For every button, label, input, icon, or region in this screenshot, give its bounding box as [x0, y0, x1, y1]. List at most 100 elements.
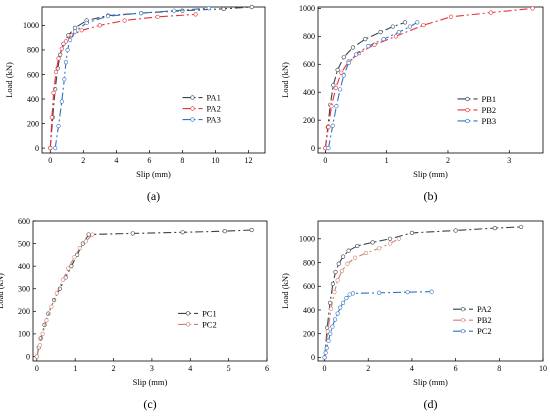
- data-point: [334, 104, 339, 109]
- data-point: [344, 296, 349, 301]
- data-point: [130, 231, 135, 236]
- series-pc1: [34, 227, 254, 359]
- data-point: [80, 241, 85, 246]
- x-tick-label: 12: [244, 156, 252, 165]
- data-point: [34, 354, 39, 359]
- series-pc2: [322, 289, 434, 360]
- legend-marker: [185, 322, 191, 327]
- data-point: [65, 47, 70, 53]
- data-point: [324, 345, 329, 351]
- data-point: [530, 6, 535, 11]
- data-point: [341, 73, 346, 78]
- x-tick-label: 5: [227, 364, 231, 373]
- legend-label: PB2: [482, 105, 497, 115]
- x-tick-label: 1: [73, 364, 77, 373]
- data-point: [378, 30, 383, 35]
- y-axis-title: Load (kN): [280, 62, 290, 98]
- data-point: [67, 38, 73, 43]
- data-point: [353, 255, 358, 260]
- y-axis-title: Load (kN): [4, 62, 14, 98]
- x-tick-label: 1: [385, 156, 389, 165]
- data-point: [66, 266, 71, 271]
- y-tick-label: 800: [303, 32, 315, 41]
- legend-marker: [465, 118, 470, 124]
- data-point: [56, 123, 61, 129]
- legend-marker: [460, 318, 466, 323]
- data-point: [350, 291, 356, 296]
- y-tick-label: 200: [303, 116, 315, 125]
- data-point: [341, 254, 346, 259]
- data-point: [396, 236, 401, 241]
- data-point: [172, 8, 177, 13]
- series-line-pc1: [36, 229, 252, 357]
- y-tick-label: 500: [18, 239, 30, 248]
- data-point: [335, 67, 340, 72]
- legend-label: PB3: [482, 116, 497, 126]
- x-tick-label: 10: [211, 156, 219, 165]
- legend-label: PA3: [206, 115, 220, 125]
- plot-frame: [317, 6, 544, 154]
- data-point: [488, 10, 493, 15]
- panel-caption: (d): [424, 397, 438, 411]
- data-point: [222, 229, 227, 234]
- data-point: [329, 306, 334, 311]
- series-pb3: [326, 20, 420, 151]
- data-point: [330, 123, 335, 128]
- y-tick-label: 0: [311, 353, 315, 362]
- data-point: [155, 14, 160, 19]
- data-point: [77, 245, 82, 251]
- data-point: [492, 226, 498, 231]
- y-axis-title: Load (kN): [280, 273, 290, 309]
- x-tick-label: 0: [35, 364, 39, 373]
- data-point: [370, 240, 375, 245]
- series-pa2: [322, 224, 524, 360]
- x-axis-title: Slip (mm): [413, 169, 448, 179]
- legend-label: PA2: [206, 104, 220, 114]
- data-point: [51, 90, 56, 95]
- data-point: [337, 87, 343, 92]
- chart-panel-d: 0 2 4 6 8 10 0 200 400 600 800 1000 Slip (mm) Load (k…: [280, 220, 547, 411]
- data-point: [221, 6, 226, 11]
- data-point: [326, 146, 331, 151]
- legend-marker: [465, 107, 470, 113]
- y-tick-label: 1000: [23, 21, 39, 30]
- data-point: [333, 85, 338, 91]
- y-tick-label: 100: [18, 330, 30, 339]
- data-point: [79, 28, 84, 33]
- data-point: [53, 69, 59, 75]
- data-point: [519, 224, 524, 230]
- data-point: [63, 39, 69, 44]
- series-pc2: [34, 232, 95, 359]
- data-point: [75, 252, 80, 257]
- data-point: [341, 55, 346, 60]
- chart-panel-c: 0 1 2 3 4 5 6 0 100 200 300 400 500 600 Slip (mm) Load …: [0, 217, 269, 411]
- plot-frame: [41, 6, 266, 154]
- data-point: [429, 289, 434, 294]
- x-tick-label: 3: [507, 156, 511, 165]
- legend-marker: [190, 117, 195, 122]
- legend-marker: [190, 106, 195, 111]
- y-tick-label: 200: [18, 307, 30, 316]
- data-point: [86, 232, 91, 237]
- y-tick-label: 300: [18, 285, 30, 294]
- legend-label: PA1: [206, 93, 220, 103]
- data-point: [421, 23, 426, 28]
- data-point: [332, 317, 338, 322]
- x-tick-label: 8: [497, 364, 501, 373]
- legend-label: PB1: [482, 94, 497, 104]
- panel-caption: (b): [424, 189, 438, 203]
- y-tick-label: 1000: [299, 235, 315, 244]
- data-point: [249, 4, 254, 10]
- data-point: [83, 239, 89, 244]
- x-axis-title: Slip (mm): [413, 377, 448, 387]
- data-point: [415, 20, 420, 25]
- data-point: [407, 24, 413, 29]
- series-pb2: [322, 236, 401, 360]
- x-tick-label: 6: [265, 364, 269, 373]
- data-point: [326, 125, 331, 130]
- data-point: [339, 70, 344, 75]
- x-tick-label: 4: [188, 364, 192, 373]
